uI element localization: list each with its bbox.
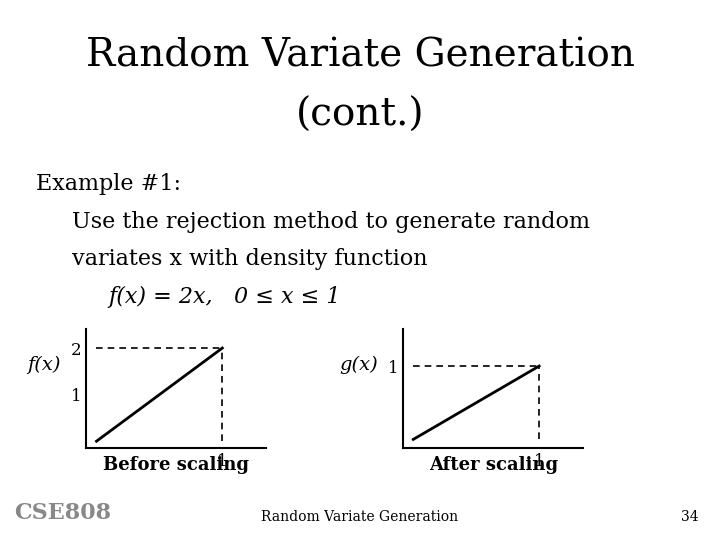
Text: Use the rejection method to generate random: Use the rejection method to generate ran…	[72, 211, 590, 233]
Text: Random Variate Generation: Random Variate Generation	[86, 38, 634, 75]
Text: f(x): f(x)	[27, 355, 61, 374]
Text: After scaling: After scaling	[428, 456, 558, 474]
Text: variates x with density function: variates x with density function	[72, 248, 428, 271]
Text: Before scaling: Before scaling	[104, 456, 249, 474]
Text: Example #1:: Example #1:	[36, 173, 181, 195]
Text: f(x) = 2x,   0 ≤ x ≤ 1: f(x) = 2x, 0 ≤ x ≤ 1	[108, 286, 341, 308]
Text: (cont.): (cont.)	[296, 97, 424, 134]
Text: Random Variate Generation: Random Variate Generation	[261, 510, 459, 524]
Text: CSE808: CSE808	[14, 502, 112, 524]
Text: 34: 34	[681, 510, 698, 524]
Text: g(x): g(x)	[339, 355, 378, 374]
